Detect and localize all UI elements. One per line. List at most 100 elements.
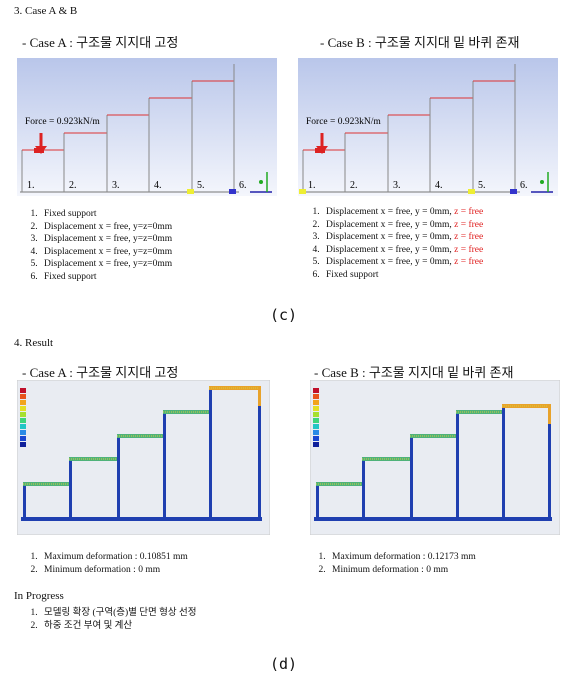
list-item: Displacement x = free, y = 0mm, z = free [322, 244, 483, 257]
axis-dot [259, 180, 263, 184]
condition-highlight: z = free [454, 245, 483, 255]
list-item: Displacement x = free, y = 0mm, z = free [322, 206, 483, 219]
node-label: 2. [350, 180, 358, 191]
condition-highlight: z = free [454, 220, 483, 230]
condition-list: Displacement x = free, y = 0mm, z = free… [304, 206, 483, 281]
column [362, 457, 365, 517]
node-label: 3. [393, 180, 401, 191]
list-item: Fixed support [322, 269, 483, 282]
background [298, 58, 558, 196]
condition-highlight: z = free [454, 207, 483, 217]
legend-swatch [313, 418, 319, 423]
background [17, 380, 270, 535]
support-mark [315, 148, 325, 153]
column [163, 410, 166, 517]
caption: (d) [270, 655, 297, 673]
column [502, 404, 505, 517]
legend-swatch [313, 424, 319, 429]
node-label: 6. [520, 180, 528, 191]
base-beam [314, 517, 552, 521]
case-heading: - Case B : 구조물 지지대 밑 바퀴 존재 [320, 32, 519, 51]
legend-swatch [313, 394, 319, 399]
list-item: Displacement x = free, y = 0mm, z = free [322, 231, 483, 244]
background [310, 380, 560, 535]
support-diagram: 1. 2. 3. 4. 5. 6. Force = 0.923kN/m [298, 58, 558, 196]
legend-swatch [313, 400, 319, 405]
list-item: Displacement x = free, y=z=0mm [40, 258, 172, 271]
legend-swatch [313, 412, 319, 417]
list-item: Maximum deformation : 0.10851 mm [40, 551, 188, 564]
progress-list: 모델링 확장 (구역(층)별 단면 형상 선정하중 조건 부여 및 계산 [22, 607, 196, 632]
list-item: Displacement x = free, y=z=0mm [40, 233, 172, 246]
legend-swatch [20, 424, 26, 429]
caption: (c) [270, 306, 297, 324]
list-item: Displacement x = free, y=z=0mm [40, 221, 172, 234]
support-mark [510, 189, 517, 194]
column [410, 434, 413, 517]
condition-list: Fixed supportDisplacement x = free, y=z=… [22, 208, 172, 283]
node-label: 4. [435, 180, 443, 191]
legend-swatch [20, 412, 26, 417]
node-label: 2. [69, 180, 77, 191]
list-item: 하중 조건 부여 및 계산 [40, 620, 196, 633]
column [117, 434, 120, 517]
node-label: 6. [239, 180, 247, 191]
legend-swatch [20, 406, 26, 411]
deformation-plot [310, 380, 560, 535]
platform [362, 457, 413, 461]
node-label: 5. [478, 180, 486, 191]
case-heading: - Case A : 구조물 지지대 고정 [22, 362, 178, 381]
legend-swatch [313, 388, 319, 393]
condition-highlight: z = free [454, 232, 483, 242]
result-list: Maximum deformation : 0.12173 mmMinimum … [310, 551, 476, 576]
legend-swatch [313, 436, 319, 441]
column-top [258, 386, 261, 406]
node-label: 4. [154, 180, 162, 191]
list-item: Minimum deformation : 0 mm [328, 564, 476, 577]
list-item: Displacement x = free, y = 0mm, z = free [322, 219, 483, 232]
column [316, 482, 319, 517]
legend-swatch [313, 430, 319, 435]
platform [69, 457, 120, 461]
wheel [187, 189, 194, 194]
condition-text: Displacement x = free, y = 0mm, [326, 232, 454, 242]
column [23, 482, 26, 517]
axis-dot [540, 180, 544, 184]
legend-swatch [20, 442, 26, 447]
result-list: Maximum deformation : 0.10851 mmMinimum … [22, 551, 188, 576]
section-title: 4. Result [14, 337, 53, 349]
condition-text: Displacement x = free, y = 0mm, [326, 220, 454, 230]
legend-swatch [20, 436, 26, 441]
support-mark [229, 189, 236, 194]
condition-highlight: z = free [454, 257, 483, 267]
force-label: Force = 0.923kN/m [306, 117, 381, 127]
node-label: 1. [308, 180, 316, 191]
legend-swatch [20, 430, 26, 435]
force-label: Force = 0.923kN/m [25, 117, 100, 127]
column-top [548, 404, 551, 424]
legend-swatch [313, 442, 319, 447]
list-item: Displacement x = free, y = 0mm, z = free [322, 256, 483, 269]
list-item: Displacement x = free, y=z=0mm [40, 246, 172, 259]
node-label: 1. [27, 180, 35, 191]
condition-text: Displacement x = free, y = 0mm, [326, 245, 454, 255]
node-label: 3. [112, 180, 120, 191]
background [17, 58, 277, 196]
list-item: Fixed support [40, 271, 172, 284]
case-heading: - Case B : 구조물 지지대 밑 바퀴 존재 [314, 362, 513, 381]
condition-text: Displacement x = free, y = 0mm, [326, 207, 454, 217]
column [69, 457, 72, 517]
wheel [468, 189, 475, 194]
deformation-plot [17, 380, 270, 535]
section-title: 3. Case A & B [14, 5, 77, 17]
list-item: Fixed support [40, 208, 172, 221]
list-item: 모델링 확장 (구역(층)별 단면 형상 선정 [40, 607, 196, 620]
column [456, 410, 459, 517]
support-mark [34, 148, 44, 153]
legend-swatch [20, 388, 26, 393]
section-title: In Progress [14, 590, 64, 602]
legend-swatch [20, 400, 26, 405]
list-item: Minimum deformation : 0 mm [40, 564, 188, 577]
condition-text: Displacement x = free, y = 0mm, [326, 257, 454, 267]
legend-swatch [20, 418, 26, 423]
